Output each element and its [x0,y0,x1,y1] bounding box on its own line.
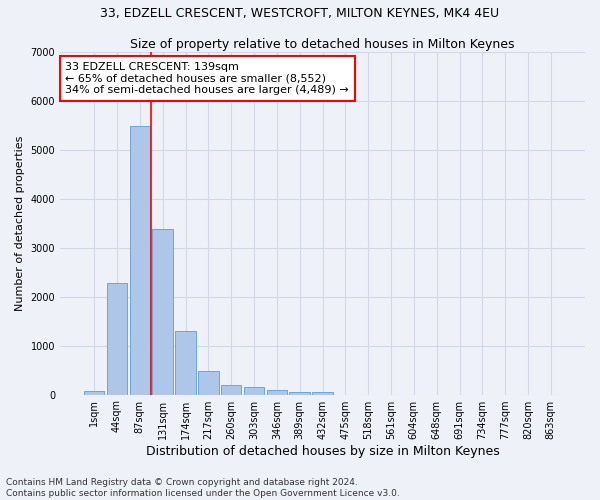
X-axis label: Distribution of detached houses by size in Milton Keynes: Distribution of detached houses by size … [146,444,499,458]
Bar [84,390,104,394]
Text: Contains HM Land Registry data © Crown copyright and database right 2024.
Contai: Contains HM Land Registry data © Crown c… [6,478,400,498]
Bar [221,385,241,394]
Y-axis label: Number of detached properties: Number of detached properties [15,136,25,311]
Bar [244,386,264,394]
Text: 33, EDZELL CRESCENT, WESTCROFT, MILTON KEYNES, MK4 4EU: 33, EDZELL CRESCENT, WESTCROFT, MILTON K… [100,8,500,20]
Bar [289,392,310,394]
Bar [198,370,218,394]
Bar [312,392,333,394]
Text: 33 EDZELL CRESCENT: 139sqm
← 65% of detached houses are smaller (8,552)
34% of s: 33 EDZELL CRESCENT: 139sqm ← 65% of deta… [65,62,349,95]
Bar [266,390,287,394]
Bar [152,228,173,394]
Bar [175,332,196,394]
Bar [107,283,127,395]
Bar [130,126,150,394]
Title: Size of property relative to detached houses in Milton Keynes: Size of property relative to detached ho… [130,38,515,51]
